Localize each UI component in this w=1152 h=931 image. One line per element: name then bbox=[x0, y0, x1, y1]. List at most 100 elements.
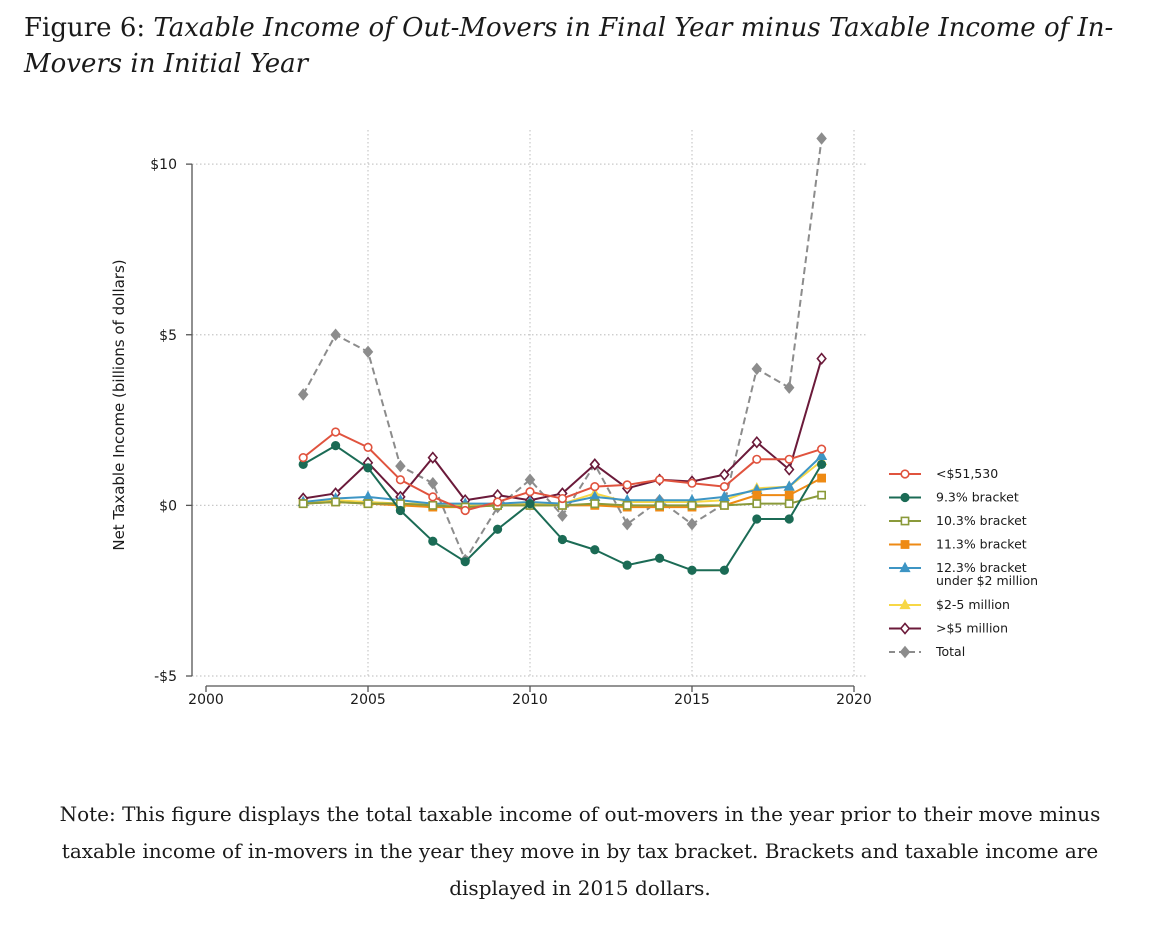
data-point bbox=[752, 514, 762, 524]
data-point bbox=[719, 500, 729, 510]
x-tick-label: 2010 bbox=[512, 692, 548, 708]
data-point bbox=[525, 487, 535, 497]
data-point bbox=[719, 565, 730, 575]
legend: <$51,530 9.3% bracket 10.3% bracket 11.3% b… bbox=[889, 466, 1038, 659]
data-point bbox=[363, 442, 373, 452]
data-point bbox=[784, 499, 794, 509]
data-point bbox=[428, 536, 438, 546]
data-point bbox=[783, 480, 795, 491]
legend-label: Total bbox=[935, 644, 965, 659]
line-chart: -$5 $0 $5 $10 2000 2005 2010 2015 2020 <$51,530 9… bbox=[110, 130, 1038, 708]
legend-swatch-marker bbox=[900, 540, 910, 549]
data-point bbox=[460, 505, 470, 516]
data-point bbox=[427, 476, 439, 490]
x-tick-label: 2020 bbox=[836, 692, 872, 708]
data-point bbox=[718, 490, 731, 501]
data-point bbox=[557, 493, 568, 504]
data-point bbox=[621, 517, 633, 531]
data-point bbox=[590, 482, 600, 492]
x-tick-label: 2000 bbox=[188, 692, 224, 708]
data-point bbox=[816, 352, 827, 365]
data-point bbox=[362, 345, 374, 359]
data-point bbox=[816, 459, 827, 470]
data-point bbox=[428, 500, 438, 510]
data-point bbox=[427, 451, 439, 464]
data-point bbox=[815, 449, 828, 460]
data-point bbox=[686, 517, 698, 531]
data-point bbox=[687, 565, 697, 575]
legend-label: under $2 million bbox=[936, 573, 1038, 588]
data-point bbox=[297, 388, 309, 401]
data-point bbox=[784, 514, 794, 524]
legend-item: 9.3% bracket bbox=[889, 490, 1019, 505]
x-tick-label: 2015 bbox=[674, 692, 710, 708]
data-point bbox=[783, 381, 795, 394]
data-point bbox=[751, 362, 763, 376]
legend-label: 10.3% bracket bbox=[936, 513, 1027, 528]
data-point bbox=[493, 524, 503, 534]
y-axis-label: Net Taxable Income (billions of dollars) bbox=[110, 259, 128, 550]
data-point bbox=[784, 454, 794, 464]
data-point bbox=[687, 500, 697, 510]
y-tick-label: $10 bbox=[150, 157, 177, 173]
y-tick-label: $5 bbox=[159, 328, 177, 344]
data-point bbox=[719, 468, 730, 481]
x-tick-label: 2005 bbox=[350, 692, 386, 708]
series-0 bbox=[298, 427, 827, 516]
data-point bbox=[816, 444, 827, 454]
data-point bbox=[428, 492, 438, 502]
legend-item: <$51,530 bbox=[889, 466, 998, 481]
figure-note: Note: This figure displays the total tax… bbox=[59, 802, 1101, 900]
data-point bbox=[460, 557, 470, 567]
data-point bbox=[363, 463, 373, 473]
data-point bbox=[752, 490, 762, 500]
data-point bbox=[298, 499, 308, 509]
data-point bbox=[784, 490, 794, 500]
legend-label: >$5 million bbox=[936, 621, 1008, 636]
y-tick-label: -$5 bbox=[154, 669, 177, 685]
axes-layer: -$5 $0 $5 $10 2000 2005 2010 2015 2020 bbox=[150, 157, 872, 708]
series-1 bbox=[298, 441, 827, 575]
data-point bbox=[395, 459, 406, 473]
data-point bbox=[622, 480, 632, 490]
data-point bbox=[395, 505, 406, 516]
legend-swatch-marker bbox=[900, 516, 910, 526]
data-point bbox=[557, 534, 568, 545]
data-point bbox=[525, 499, 535, 509]
data-point bbox=[817, 473, 826, 483]
data-point bbox=[363, 499, 373, 509]
data-point bbox=[622, 560, 632, 570]
data-point bbox=[589, 458, 601, 471]
data-point bbox=[331, 427, 341, 437]
data-point bbox=[817, 490, 826, 500]
legend-swatch-marker bbox=[899, 561, 911, 573]
legend-swatch-marker bbox=[900, 492, 910, 503]
data-point bbox=[493, 497, 503, 507]
data-point bbox=[655, 500, 664, 510]
data-point bbox=[752, 499, 762, 509]
legend-item: >$5 million bbox=[889, 621, 1008, 636]
data-point bbox=[331, 497, 340, 507]
data-point bbox=[654, 475, 665, 485]
legend-label: 9.3% bracket bbox=[936, 490, 1019, 505]
data-point bbox=[622, 500, 632, 510]
legend-item: $2-5 million bbox=[889, 597, 1010, 612]
legend-swatch-marker bbox=[899, 645, 911, 659]
legend-swatch-marker bbox=[900, 469, 910, 479]
figure-label: Figure 6: bbox=[24, 13, 146, 43]
data-point bbox=[751, 435, 763, 449]
legend-item: Total bbox=[889, 644, 965, 659]
legend-swatch-marker bbox=[899, 622, 911, 635]
data-point bbox=[395, 475, 406, 485]
legend-label: 12.3% bracket bbox=[936, 560, 1027, 575]
data-point bbox=[654, 553, 665, 563]
figure-title: Taxable Income of Out-Movers in Final Ye… bbox=[24, 13, 1114, 79]
series-layer bbox=[297, 132, 828, 575]
series-line bbox=[303, 358, 823, 502]
legend-swatch-marker bbox=[899, 598, 911, 610]
grid-layer bbox=[192, 130, 866, 677]
data-point bbox=[590, 499, 600, 509]
legend-label: $2-5 million bbox=[936, 597, 1010, 612]
data-point bbox=[590, 545, 600, 555]
